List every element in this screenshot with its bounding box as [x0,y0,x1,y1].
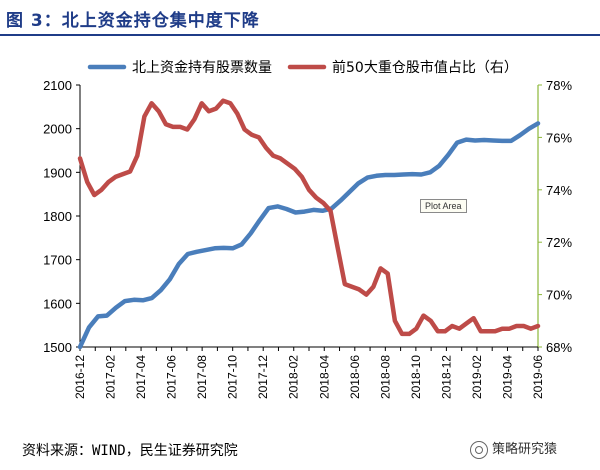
title-rule [0,34,600,36]
x-tick-label: 2019-04 [500,355,514,399]
watermark: 策略研究猿 [470,438,557,459]
x-tick-label: 2017-12 [256,355,270,399]
y-left-tick-label: 1600 [43,296,72,311]
x-tick-label: 2018-06 [348,355,362,399]
series-line-top50-share [77,98,541,337]
x-tick-label: 2018-08 [378,355,392,399]
figure-title: 图 3：北上资金持仓集中度下降 [6,11,260,31]
x-tick-label: 2018-10 [409,355,423,399]
x-tick-label: 2017-10 [226,355,240,399]
series-line-holdings [77,121,541,350]
y-left-tick-label: 2100 [43,78,72,93]
source-note: 资料来源：WIND，民生证券研究院 [22,443,238,459]
x-tick-label: 2017-08 [195,355,209,399]
y-right-tick-label: 72% [546,235,572,250]
y-left-tick-label: 1500 [43,340,72,355]
x-tick-label: 2018-04 [317,355,331,399]
watermark-text: 策略研究猿 [492,442,558,457]
legend-label: 北上资金持有股票数量 [132,60,272,76]
plot-area-tooltip: Plot Area [420,199,467,213]
x-tick-label: 2017-02 [104,355,118,399]
y-right-tick-label: 68% [546,340,572,355]
y-left-tick-label: 1900 [43,165,72,180]
y-right-tick-label: 74% [546,183,572,198]
x-tick-label: 2016-12 [73,355,87,399]
chart: 1500 1600 1700 1800 1900 2000 2100 68% 70% 72% 74%… [43,59,572,399]
x-tick-label: 2018-12 [439,355,453,399]
x-tick-label: 2019-06 [531,355,545,399]
y-left-tick-label: 2000 [43,122,72,137]
y-right-tick-label: 76% [546,130,572,145]
x-tick-label: 2017-06 [165,355,179,399]
x-tick-label: 2017-04 [134,355,148,399]
x-tick-label: 2019-02 [470,355,484,399]
y-right-tick-label: 70% [546,288,572,303]
wechat-icon [470,440,488,459]
x-tick-label: 2018-02 [287,355,301,399]
y-left-tick-label: 1800 [43,209,72,224]
y-left-tick-label: 1700 [43,253,72,268]
title-bar: 图 3：北上资金持仓集中度下降 [0,0,600,34]
legend-label: 前50大重仓股市值占比（右） [332,59,518,76]
y-right-tick-label: 78% [546,78,572,93]
